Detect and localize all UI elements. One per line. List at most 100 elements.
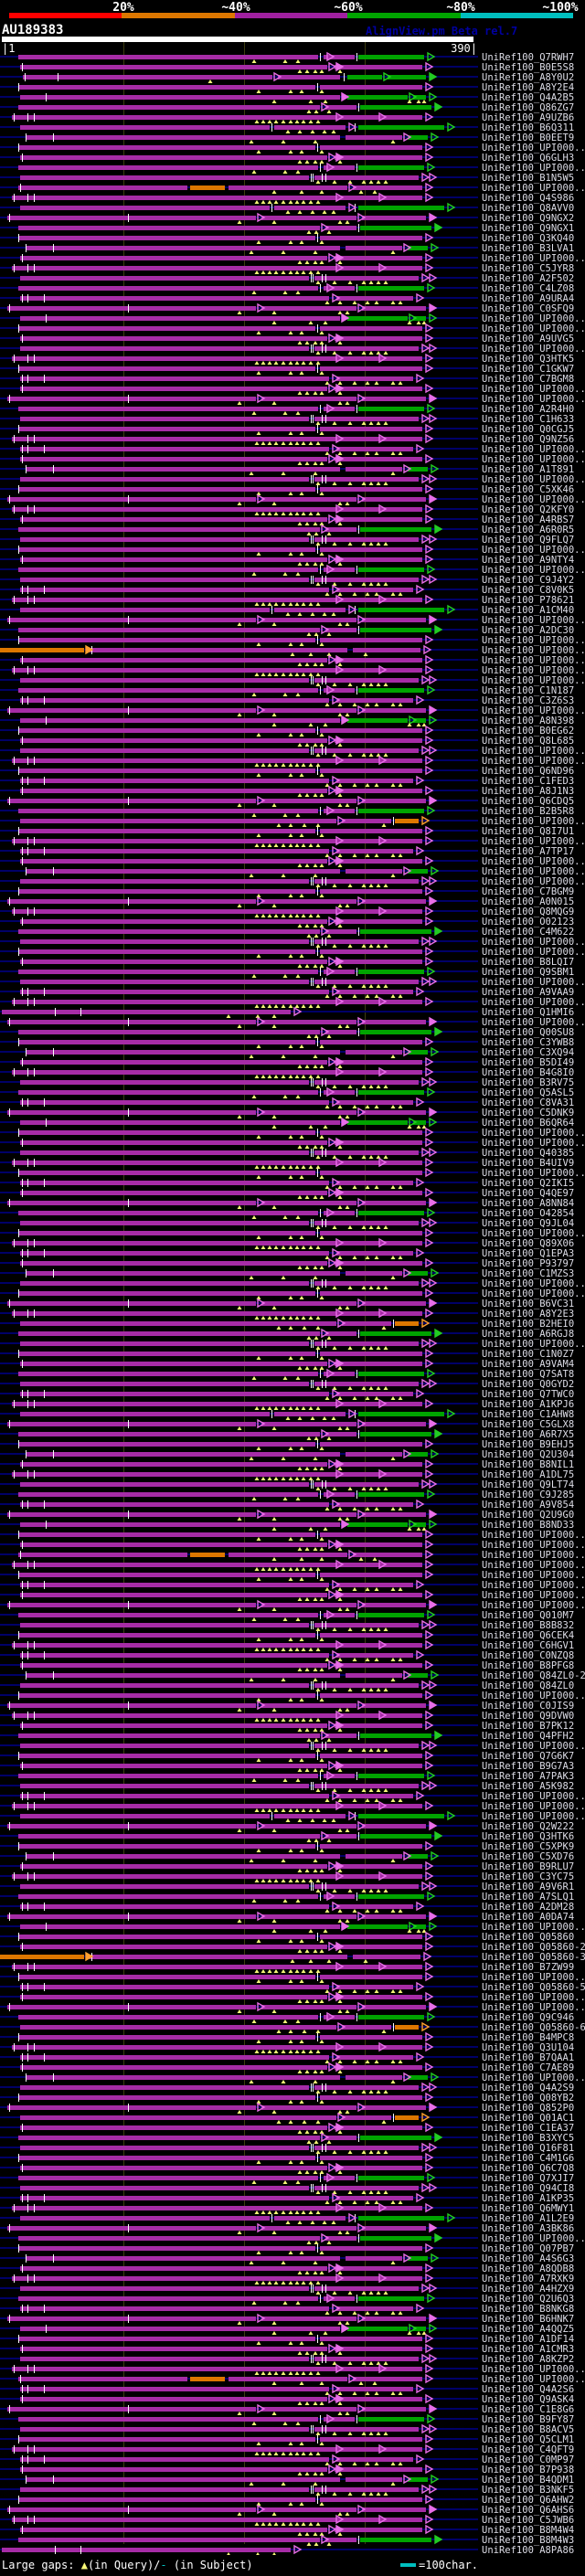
subject-label[interactable]: UniRef100_A1T891 <box>482 464 574 475</box>
subject-label[interactable]: UniRef100_Q7SAT8 <box>482 1369 574 1380</box>
subject-label[interactable]: UniRef100_UPI000.. <box>482 615 585 626</box>
subject-label[interactable]: UniRef100_Q08YB2 <box>482 2093 574 2104</box>
subject-label[interactable]: UniRef100_Q4PFH2 <box>482 1731 574 1742</box>
alignment-row[interactable]: UniRef100_B0EG62 <box>0 725 574 737</box>
subject-label[interactable]: UniRef100_Q010M7 <box>482 1610 574 1621</box>
alignment-row[interactable]: UniRef100_Q5CLM1 <box>0 2433 574 2445</box>
subject-label[interactable]: UniRef100_B8M4W4 <box>482 2525 574 2536</box>
alignment-row[interactable]: UniRef100_A8Y2E4 <box>0 81 574 93</box>
subject-label[interactable]: UniRef100_UPI000.. <box>482 565 585 576</box>
alignment-row[interactable]: UniRef100_C8VA31 <box>0 1097 574 1108</box>
alignment-row[interactable]: UniRef100_Q84ZL0-2 <box>0 1670 585 1681</box>
subject-label[interactable]: UniRef100_A1CM40 <box>482 605 574 616</box>
alignment-row[interactable]: UniRef100_C1FED3 <box>0 775 574 787</box>
subject-label[interactable]: UniRef100_B4MPC8 <box>482 2032 574 2043</box>
subject-label[interactable]: UniRef100_A1DL75 <box>482 1469 574 1480</box>
subject-label[interactable]: UniRef100_Q40385 <box>482 1148 574 1159</box>
alignment-row[interactable]: UniRef100_B8ACV5 <box>0 2423 574 2435</box>
subject-label[interactable]: UniRef100_C1E8G6 <box>482 2404 574 2415</box>
alignment-row[interactable]: UniRef100_Q6GLH3 <box>0 152 574 164</box>
alignment-row[interactable]: UniRef100_C5JWB6 <box>0 2514 574 2526</box>
alignment-row[interactable]: UniRef100_B1N5W5 <box>0 172 574 184</box>
subject-label[interactable]: UniRef100_P93797 <box>482 1258 574 1269</box>
alignment-row[interactable]: UniRef100_Q0CGJ5 <box>0 423 574 435</box>
subject-label[interactable]: UniRef100_A8KZP2 <box>482 2354 574 2365</box>
alignment-row[interactable]: UniRef100_A9VAA9 <box>0 986 574 998</box>
subject-label[interactable]: UniRef100_Q2W222 <box>482 1821 574 1832</box>
subject-label[interactable]: UniRef100_A9V6R1 <box>482 1882 574 1892</box>
subject-label[interactable]: UniRef100_C5JYR8 <box>482 263 574 274</box>
alignment-row[interactable]: UniRef100_UPI000.. <box>0 544 585 556</box>
alignment-row[interactable]: UniRef100_A9UVG5 <box>0 333 574 345</box>
alignment-row[interactable]: UniRef100_UPI000.. <box>0 1016 585 1028</box>
subject-label[interactable]: UniRef100_UPI000.. <box>482 1339 585 1350</box>
subject-label[interactable]: UniRef100_UPI000.. <box>482 1580 585 1591</box>
subject-label[interactable]: UniRef100_B1N5W5 <box>482 173 574 184</box>
alignment-row[interactable]: UniRef100_A6R0R5 <box>0 524 574 535</box>
alignment-row[interactable]: UniRef100_Q8MQG9 <box>0 906 574 917</box>
alignment-row[interactable]: UniRef100_UPI000.. <box>0 1559 585 1571</box>
subject-label[interactable]: UniRef100_Q07PB7 <box>482 2243 574 2254</box>
subject-label[interactable]: UniRef100_A0N015 <box>482 896 574 907</box>
alignment-row[interactable]: UniRef100_B4G8I0 <box>0 1066 574 1078</box>
alignment-row[interactable]: UniRef100_UPI000.. <box>0 674 585 686</box>
subject-label[interactable]: UniRef100_UPI000.. <box>482 394 585 405</box>
alignment-row[interactable]: UniRef100_Q05860-3 <box>0 1951 585 1963</box>
subject-label[interactable]: UniRef100_UPI000.. <box>482 876 585 887</box>
alignment-row[interactable]: UniRef100_Q4PFH2 <box>0 1730 574 1742</box>
alignment-row[interactable]: UniRef100_A1L2E9 <box>0 2212 574 2224</box>
alignment-row[interactable]: UniRef100_Q010M7 <box>0 1609 574 1621</box>
alignment-row[interactable]: UniRef100_B7ZW99 <box>0 1961 574 1973</box>
subject-label[interactable]: UniRef100_Q84ZL0 <box>482 1680 574 1691</box>
alignment-row[interactable]: UniRef100_Q7SAT8 <box>0 1368 574 1380</box>
alignment-row[interactable]: UniRef100_UPI000.. <box>0 1338 585 1350</box>
subject-label[interactable]: UniRef100_A1KP35 <box>482 2193 574 2204</box>
subject-label[interactable]: UniRef100_A7PAK3 <box>482 1771 574 1782</box>
subject-label[interactable]: UniRef100_Q4S986 <box>482 193 574 204</box>
subject-label[interactable]: UniRef100_Q2U9G0 <box>482 1510 574 1521</box>
alignment-row[interactable]: UniRef100_Q9LT74 <box>0 1479 574 1490</box>
subject-label[interactable]: UniRef100_B8NIL1 <box>482 1459 574 1470</box>
subject-label[interactable]: UniRef100_C4M622 <box>482 927 574 938</box>
alignment-row[interactable]: UniRef100_B3LVA1 <box>0 242 574 254</box>
alignment-row[interactable]: UniRef100_Q89X06 <box>0 1237 574 1249</box>
alignment-row[interactable]: UniRef100_B8ND33 <box>0 1519 574 1531</box>
subject-label[interactable]: UniRef100_Q2U304 <box>482 1449 574 1460</box>
alignment-row[interactable]: UniRef100_Q9FLQ7 <box>0 534 574 546</box>
alignment-row[interactable]: UniRef100_Q05860-2 <box>0 1941 585 1953</box>
subject-label[interactable]: UniRef100_A8PA86 <box>482 2545 574 2555</box>
alignment-row[interactable]: UniRef100_Q4S986 <box>0 192 574 204</box>
subject-label[interactable]: UniRef100_UPI000.. <box>482 705 585 716</box>
alignment-row[interactable]: UniRef100_UPI000.. <box>0 2363 585 2375</box>
alignment-row[interactable]: UniRef100_C1AHW8 <box>0 1408 574 1420</box>
subject-label[interactable]: UniRef100_A1CMR3 <box>482 2344 574 2355</box>
subject-label[interactable]: UniRef100_UPI000.. <box>482 384 585 395</box>
subject-label[interactable]: UniRef100_A9VAM4 <box>482 1359 574 1370</box>
alignment-row[interactable]: UniRef100_UPI000.. <box>0 1790 585 1802</box>
subject-label[interactable]: UniRef100_UPI000.. <box>482 947 585 958</box>
alignment-row[interactable]: UniRef100_C3YWB8 <box>0 1036 574 1048</box>
subject-label[interactable]: UniRef100_Q5CLM1 <box>482 2434 574 2445</box>
subject-label[interactable]: UniRef100_A1DF14 <box>482 2334 574 2345</box>
subject-label[interactable]: UniRef100_Q0GYD2 <box>482 1379 574 1390</box>
subject-label[interactable]: UniRef100_C6HGV1 <box>482 1640 574 1651</box>
subject-label[interactable]: UniRef100_C3Z6S3 <box>482 695 574 706</box>
subject-label[interactable]: UniRef100_Q01AC1 <box>482 2113 574 2124</box>
alignment-row[interactable]: UniRef100_B8PFG8 <box>0 1659 574 1671</box>
subject-label[interactable]: UniRef100_A9V854 <box>482 1500 574 1511</box>
subject-label[interactable]: UniRef100_UPI000.. <box>482 2374 585 2385</box>
alignment-row[interactable]: UniRef100_C9J285 <box>0 1489 574 1500</box>
alignment-row[interactable]: UniRef100_UPI000.. <box>0 705 585 716</box>
alignment-row[interactable]: UniRef100_C4LZ08 <box>0 282 574 294</box>
alignment-row[interactable]: UniRef100_A4RBS7 <box>0 514 574 525</box>
alignment-row[interactable]: UniRef100_UPI000.. <box>0 1227 585 1239</box>
alignment-row[interactable]: UniRef100_UPI000.. <box>0 835 585 847</box>
subject-label[interactable]: UniRef100_B4QDM1 <box>482 2475 574 2486</box>
alignment-row[interactable]: UniRef100_B8NIL1 <box>0 1458 574 1470</box>
alignment-row[interactable]: UniRef100_C0SFQ9 <box>0 302 574 314</box>
subject-label[interactable]: UniRef100_B8M4W3 <box>482 2535 574 2546</box>
subject-label[interactable]: UniRef100_B7QAA1 <box>482 2052 574 2063</box>
subject-label[interactable]: UniRef100_Q6AHS6 <box>482 2505 574 2516</box>
alignment-row[interactable]: UniRef100_Q3HTK5 <box>0 353 574 365</box>
subject-label[interactable]: UniRef100_Q4A2B5 <box>482 92 574 103</box>
